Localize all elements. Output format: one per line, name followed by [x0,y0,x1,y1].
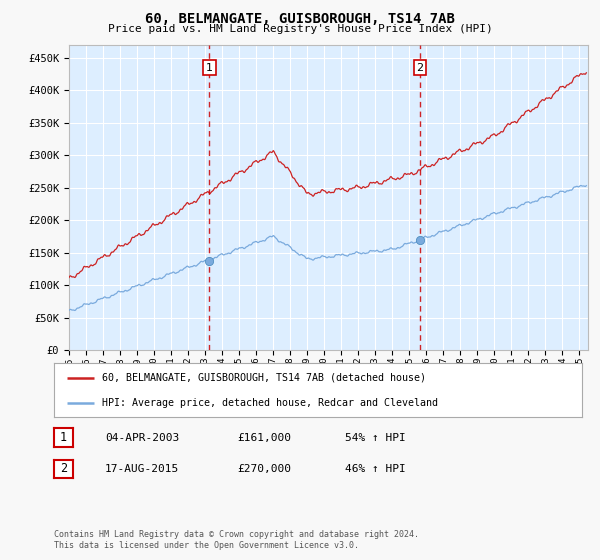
Text: 1: 1 [60,431,67,444]
Text: Contains HM Land Registry data © Crown copyright and database right 2024.: Contains HM Land Registry data © Crown c… [54,530,419,539]
Text: 46% ↑ HPI: 46% ↑ HPI [345,464,406,474]
Text: 1: 1 [206,63,213,73]
Text: 17-AUG-2015: 17-AUG-2015 [105,464,179,474]
Text: HPI: Average price, detached house, Redcar and Cleveland: HPI: Average price, detached house, Redc… [101,398,437,408]
Text: 54% ↑ HPI: 54% ↑ HPI [345,433,406,443]
Text: 04-APR-2003: 04-APR-2003 [105,433,179,443]
Text: 60, BELMANGATE, GUISBOROUGH, TS14 7AB (detached house): 60, BELMANGATE, GUISBOROUGH, TS14 7AB (d… [101,373,425,383]
Text: 60, BELMANGATE, GUISBOROUGH, TS14 7AB: 60, BELMANGATE, GUISBOROUGH, TS14 7AB [145,12,455,26]
Text: Price paid vs. HM Land Registry's House Price Index (HPI): Price paid vs. HM Land Registry's House … [107,24,493,34]
Text: This data is licensed under the Open Government Licence v3.0.: This data is licensed under the Open Gov… [54,541,359,550]
Text: 2: 2 [60,463,67,475]
Text: £161,000: £161,000 [237,433,291,443]
Text: £270,000: £270,000 [237,464,291,474]
Text: 2: 2 [416,63,424,73]
